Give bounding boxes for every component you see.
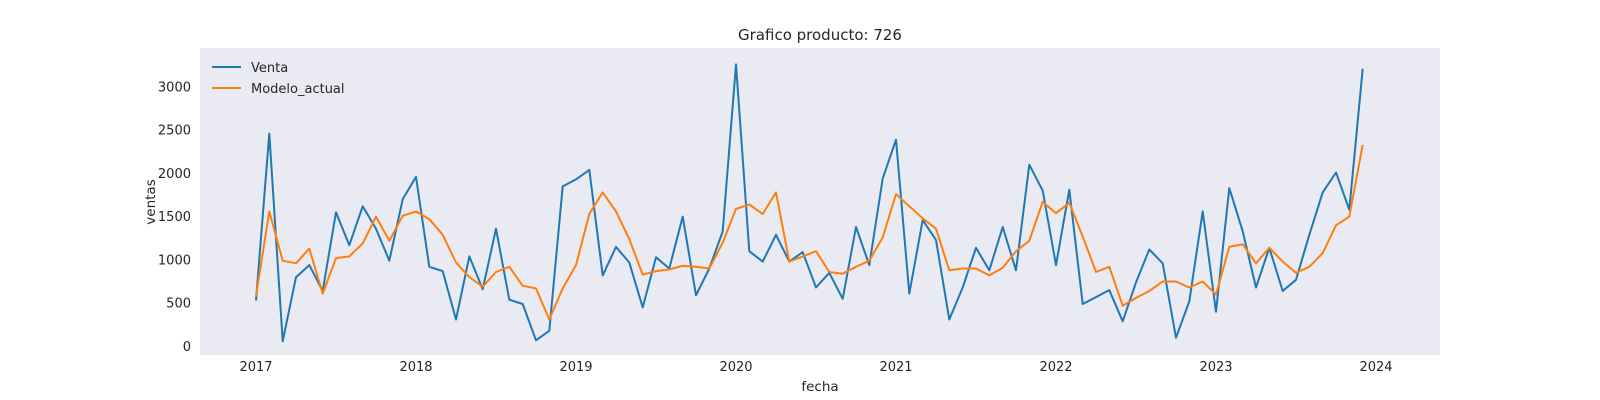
series-line-modelo-actual xyxy=(255,144,1364,321)
plot-area xyxy=(200,48,1440,355)
chart-title: Grafico producto: 726 xyxy=(738,26,902,44)
y-axis: 0 500 1000 1500 2000 2500 3000 xyxy=(158,80,191,354)
y-tick-label: 1000 xyxy=(158,253,191,268)
y-tick-label: 2000 xyxy=(158,167,191,182)
y-tick-label: 2500 xyxy=(158,124,191,139)
legend-label-modelo-actual: Modelo_actual xyxy=(251,82,345,97)
legend: Venta Modelo_actual xyxy=(212,61,345,97)
series-lines xyxy=(255,63,1364,343)
y-tick-label: 500 xyxy=(166,297,191,312)
x-tick-label: 2020 xyxy=(719,360,752,375)
x-tick-label: 2023 xyxy=(1199,360,1232,375)
x-tick-label: 2024 xyxy=(1359,360,1392,375)
y-tick-label: 3000 xyxy=(158,80,191,95)
legend-label-venta: Venta xyxy=(251,61,288,76)
x-axis: 2017 2018 2019 2020 2021 2022 2023 2024 xyxy=(239,360,1392,375)
y-tick-label: 0 xyxy=(183,340,191,355)
x-tick-label: 2017 xyxy=(239,360,272,375)
x-tick-label: 2021 xyxy=(879,360,912,375)
x-tick-label: 2022 xyxy=(1039,360,1072,375)
x-tick-label: 2019 xyxy=(559,360,592,375)
y-axis-label: ventas xyxy=(143,179,159,224)
series-line-venta xyxy=(255,63,1364,343)
y-tick-label: 1500 xyxy=(158,210,191,225)
x-tick-label: 2018 xyxy=(399,360,432,375)
x-axis-label: fecha xyxy=(801,379,838,395)
